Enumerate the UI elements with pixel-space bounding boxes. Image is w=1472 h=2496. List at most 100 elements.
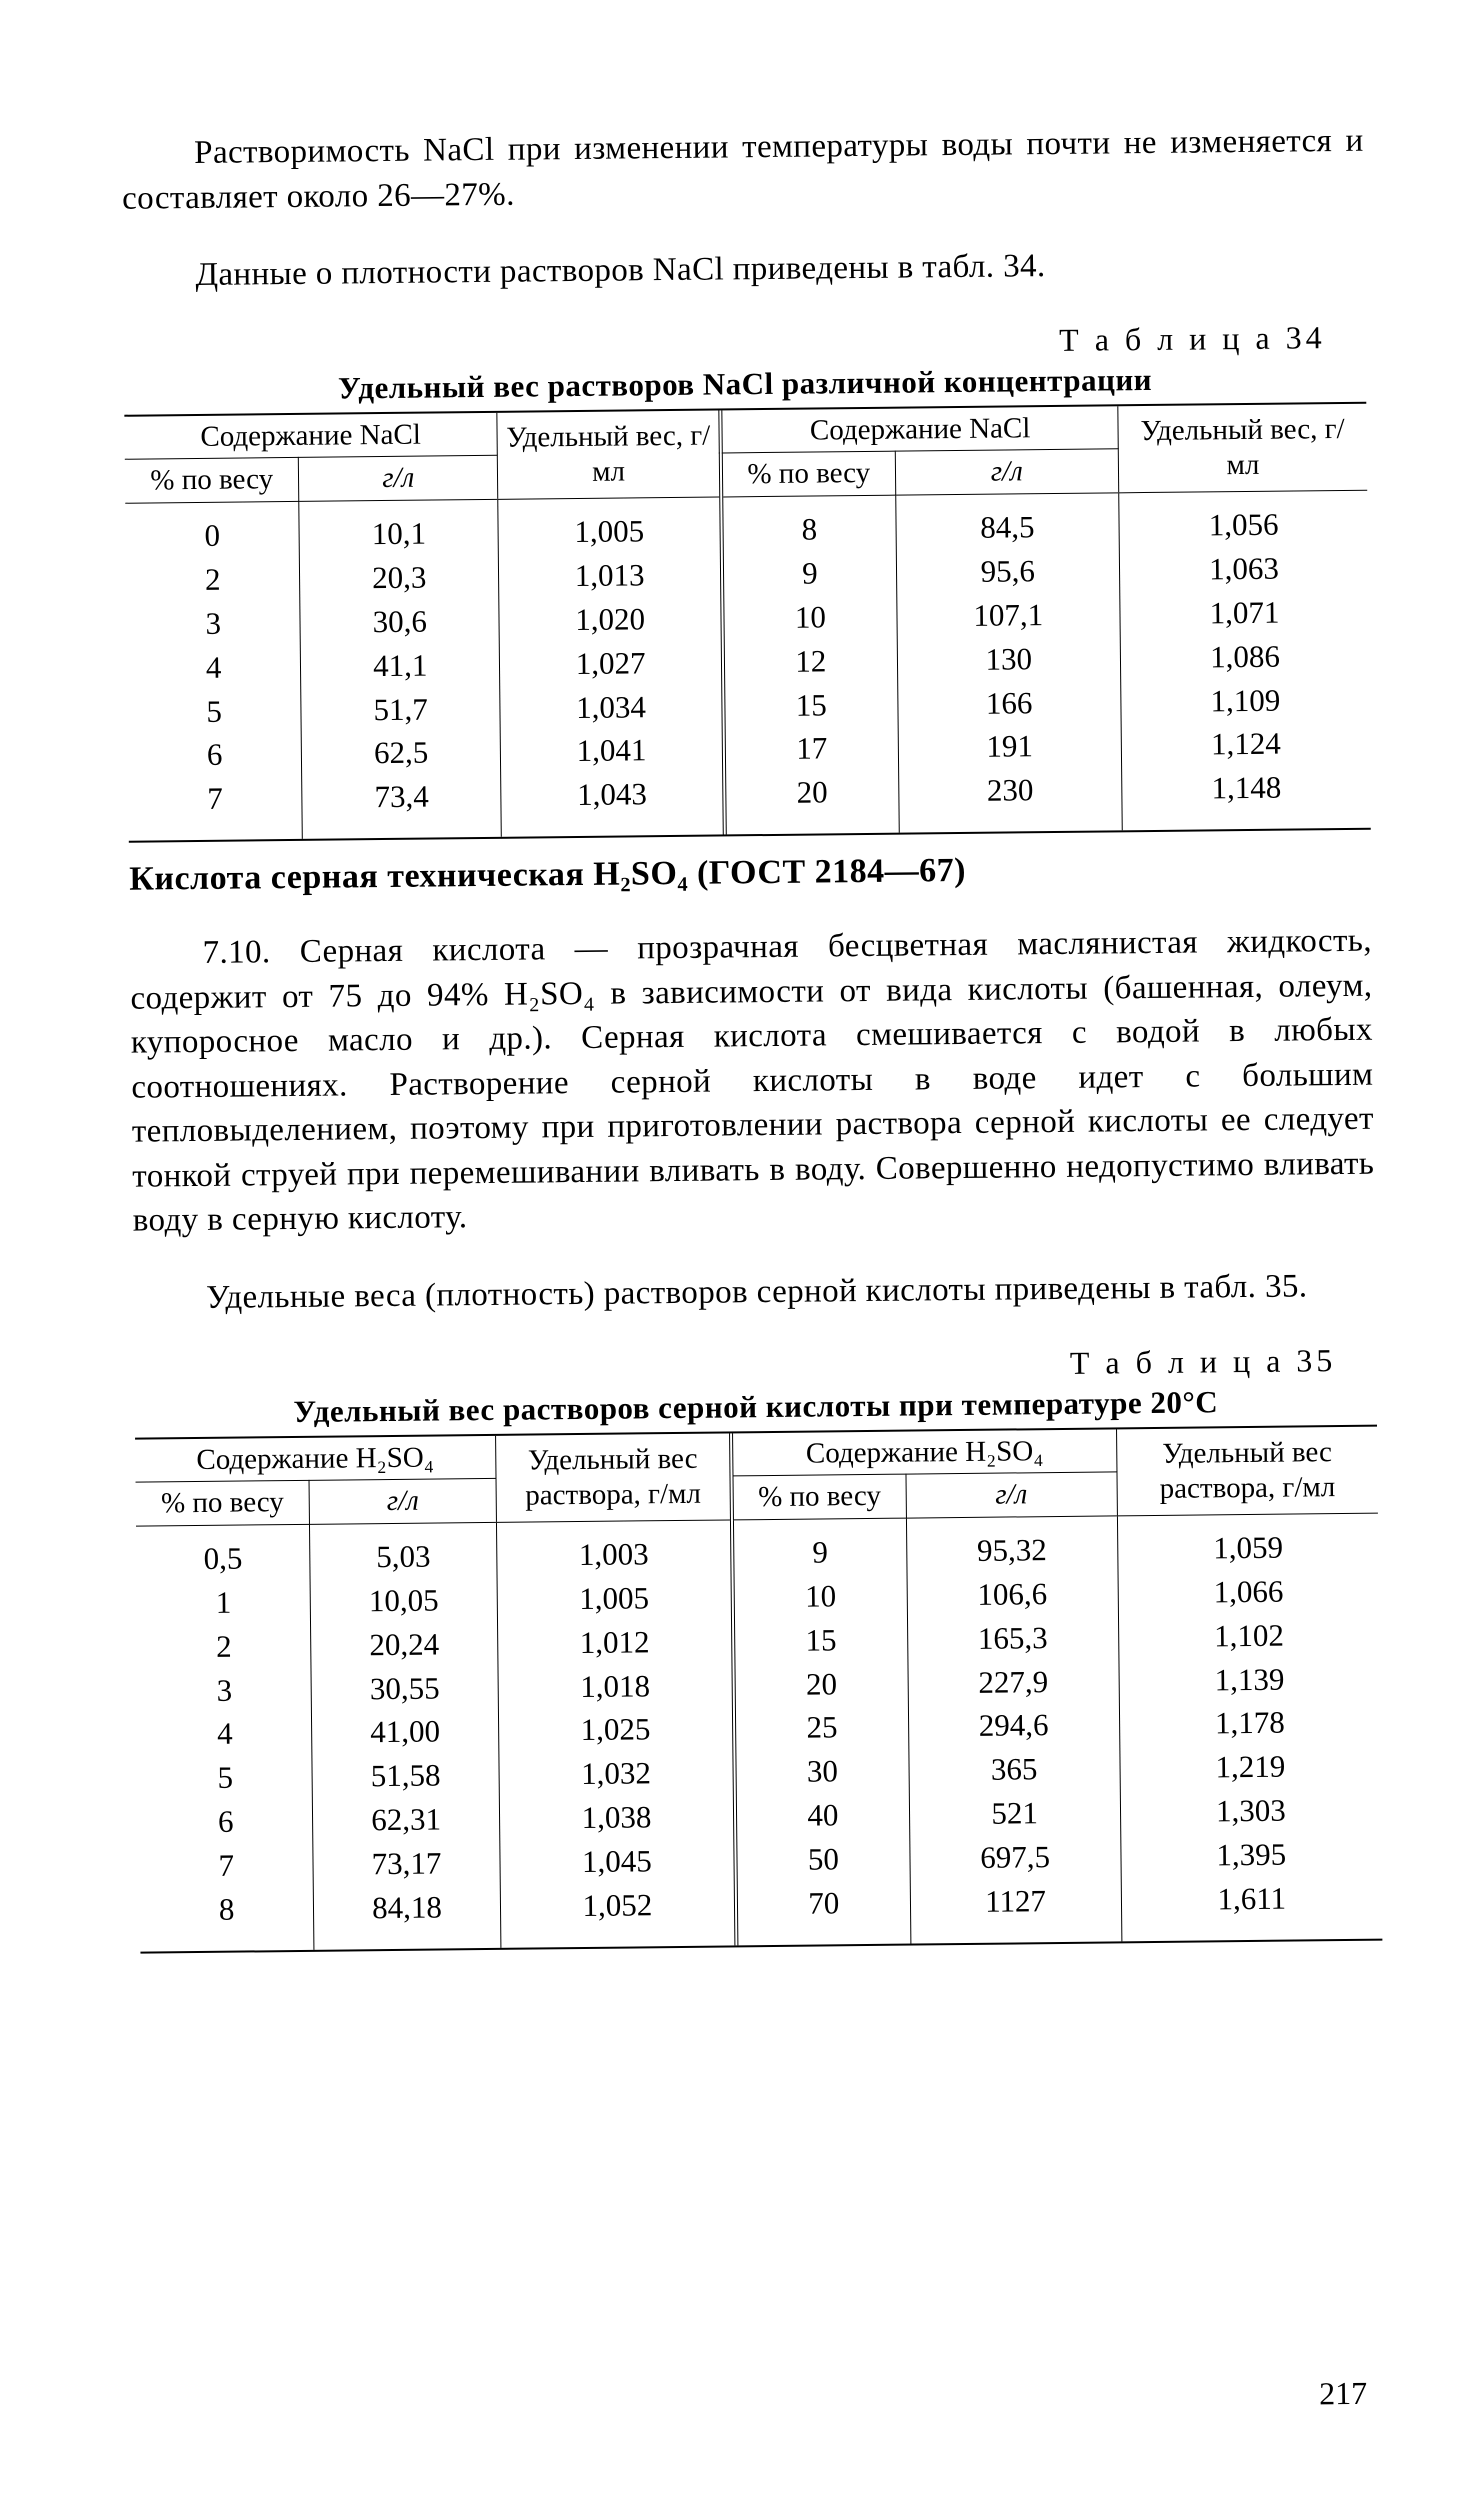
table-cell-value: 10,05 <box>369 1579 439 1622</box>
hdr-pct-left: % по весу <box>125 458 299 504</box>
table-cell-value: 2 <box>205 559 221 601</box>
t34-right-gl: 84,595,6107,1130166191230 <box>902 498 1116 829</box>
table-cell-value: 165,3 <box>978 1617 1048 1660</box>
table-cell-value: 62,5 <box>374 732 429 774</box>
p1a-text: Растворимость NaCl при изменении темпера… <box>122 123 1364 217</box>
table-cell-value: 697,5 <box>980 1836 1050 1879</box>
table-cell-value: 17 <box>796 728 827 770</box>
hdr-sg-right: Удельный вес, г/мл <box>1118 403 1367 493</box>
table-cell-value: 1,041 <box>576 730 646 773</box>
t35-right-gl: 95,32106,6165,3227,9294,6365521697,51127 <box>913 1521 1115 1940</box>
table-cell-value: 4 <box>217 1713 233 1755</box>
hdr-gl-left: г/л <box>299 456 498 502</box>
p2b-text: Удельные веса (плотность) растворов серн… <box>206 1268 1308 1316</box>
table-cell-value: 1,178 <box>1215 1702 1285 1745</box>
t34-right-sg: 1,0561,0631,0711,0861,1091,1241,148 <box>1125 495 1364 826</box>
table35-body: 0,512345678 5,0310,0520,2430,5541,0051,5… <box>136 1513 1382 1951</box>
table-cell-value: 1,124 <box>1211 723 1281 766</box>
table-cell-value: 1 <box>216 1582 232 1624</box>
table-cell-value: 1,038 <box>581 1796 651 1839</box>
table-cell-value: 7 <box>207 778 223 820</box>
table-cell-value: 12 <box>795 640 826 682</box>
table-cell-value: 95,32 <box>977 1529 1047 1572</box>
table-cell-value: 1,005 <box>579 1577 649 1620</box>
hdr-sg-left: Удельный вес, г/мл <box>497 410 721 499</box>
table-cell-value: 3 <box>216 1669 232 1711</box>
table35-title: Удельный вес растворов серной кислоты пр… <box>135 1382 1377 1431</box>
table34: Содержание NaCl Удельный вес, г/мл Содер… <box>124 401 1370 842</box>
p2a-text: 7.10. Серная кислота — прозрачная бесцве… <box>130 923 1374 1239</box>
table-cell-value: 41,00 <box>370 1711 440 1754</box>
table-cell-value: 1,109 <box>1210 679 1280 722</box>
table-cell-value: 8 <box>219 1889 235 1931</box>
table-cell-value: 1,071 <box>1209 592 1279 635</box>
hdr-pct-right: % по весу <box>721 452 895 498</box>
hdr35-gl-right: г/л <box>906 1472 1118 1518</box>
table-cell-value: 20,3 <box>372 557 427 599</box>
table-cell-value: 1,034 <box>576 686 646 729</box>
table35-grid: Содержание H₂SO₄ Удельный вес раствора, … <box>135 1426 1382 1951</box>
table-cell-value: 230 <box>987 770 1034 812</box>
table-cell-value: 84,18 <box>372 1886 442 1929</box>
table-cell-value: 6 <box>207 734 223 776</box>
hdr-content-h2so4-right: Содержание H₂SO₄ <box>731 1429 1116 1476</box>
t34-left-gl: 10,120,330,641,151,762,573,4 <box>306 504 495 835</box>
table-cell-value: 1,020 <box>575 598 645 641</box>
table-cell-value: 1,059 <box>1213 1527 1283 1570</box>
table-cell-value: 1,052 <box>582 1884 652 1927</box>
table-cell-value: 1,025 <box>580 1709 650 1752</box>
table-cell-value: 70 <box>808 1882 839 1924</box>
table-cell-value: 0,5 <box>203 1538 242 1580</box>
table-cell-value: 1,012 <box>580 1621 650 1664</box>
paragraph-2b: Удельные веса (плотность) растворов серн… <box>133 1264 1375 1322</box>
table-cell-value: 9 <box>802 553 818 595</box>
table-cell-value: 8 <box>801 509 817 551</box>
table-cell-value: 5,03 <box>376 1536 431 1578</box>
paragraph-1b: Данные о плотности растворов NaCl привед… <box>123 241 1365 299</box>
table-cell-value: 1,013 <box>575 554 645 597</box>
table34-title: Удельный вес растворов NaCl различной ко… <box>124 359 1366 408</box>
table-cell-value: 6 <box>218 1801 234 1843</box>
hdr-gl-right: г/л <box>895 449 1119 495</box>
table-cell-value: 227,9 <box>978 1661 1048 1704</box>
table-cell-value: 4 <box>206 646 222 688</box>
table-cell-value: 3 <box>205 603 221 645</box>
table-cell-value: 1,063 <box>1209 548 1279 591</box>
table-cell-value: 30,6 <box>372 600 427 642</box>
table-cell-value: 9 <box>812 1532 828 1574</box>
table-cell-value: 1,018 <box>580 1665 650 1708</box>
hdr35-pct-left: % по весу <box>136 1481 310 1527</box>
table-cell-value: 20 <box>806 1663 837 1705</box>
table-cell-value: 294,6 <box>979 1705 1049 1748</box>
hdr35-pct-right: % по весу <box>732 1474 906 1520</box>
table-cell-value: 1,003 <box>579 1533 649 1576</box>
table-cell-value: 1,005 <box>574 511 644 554</box>
table-cell-value: 73,17 <box>371 1842 441 1885</box>
table-cell-value: 51,58 <box>371 1755 441 1798</box>
table-cell-value: 1,056 <box>1209 504 1279 547</box>
table-cell-value: 20 <box>796 772 827 814</box>
table-cell-value: 521 <box>991 1792 1038 1834</box>
t35-left-sg: 1,0031,0051,0121,0181,0251,0321,0381,045… <box>503 1525 729 1944</box>
table-cell-value: 84,5 <box>980 506 1035 548</box>
page-number: 217 <box>1319 2375 1367 2413</box>
hdr-content-h2so4-left: Содержание H₂SO₄ <box>135 1435 496 1482</box>
table-cell-value: 5 <box>206 690 222 732</box>
table34-body: 0234567 10,120,330,641,151,762,573,4 1,0… <box>125 490 1370 840</box>
table-cell-value: 1,027 <box>575 642 645 685</box>
t34-left-sg: 1,0051,0131,0201,0271,0341,0411,043 <box>504 502 716 833</box>
table-cell-value: 365 <box>991 1749 1038 1791</box>
table-cell-value: 166 <box>986 682 1033 724</box>
table-cell-value: 107,1 <box>973 594 1043 637</box>
hdr-content-nacl-left: Содержание NaCl <box>124 412 497 459</box>
section-title: Кислота серная техническая H₂SO₄ (ГОСТ 2… <box>129 848 1371 899</box>
table-cell-value: 1,303 <box>1216 1790 1286 1833</box>
hdr-sgsol-right: Удельный вес раствора, г/мл <box>1116 1426 1378 1516</box>
t35-right-pct: 91015202530405070 <box>740 1523 904 1941</box>
table-cell-value: 1,219 <box>1215 1746 1285 1789</box>
table-cell-value: 25 <box>806 1707 837 1749</box>
table-cell-value: 1,032 <box>581 1753 651 1796</box>
table-cell-value: 20,24 <box>369 1623 439 1666</box>
table-cell-value: 1,148 <box>1211 767 1281 810</box>
table-cell-value: 50 <box>808 1838 839 1880</box>
